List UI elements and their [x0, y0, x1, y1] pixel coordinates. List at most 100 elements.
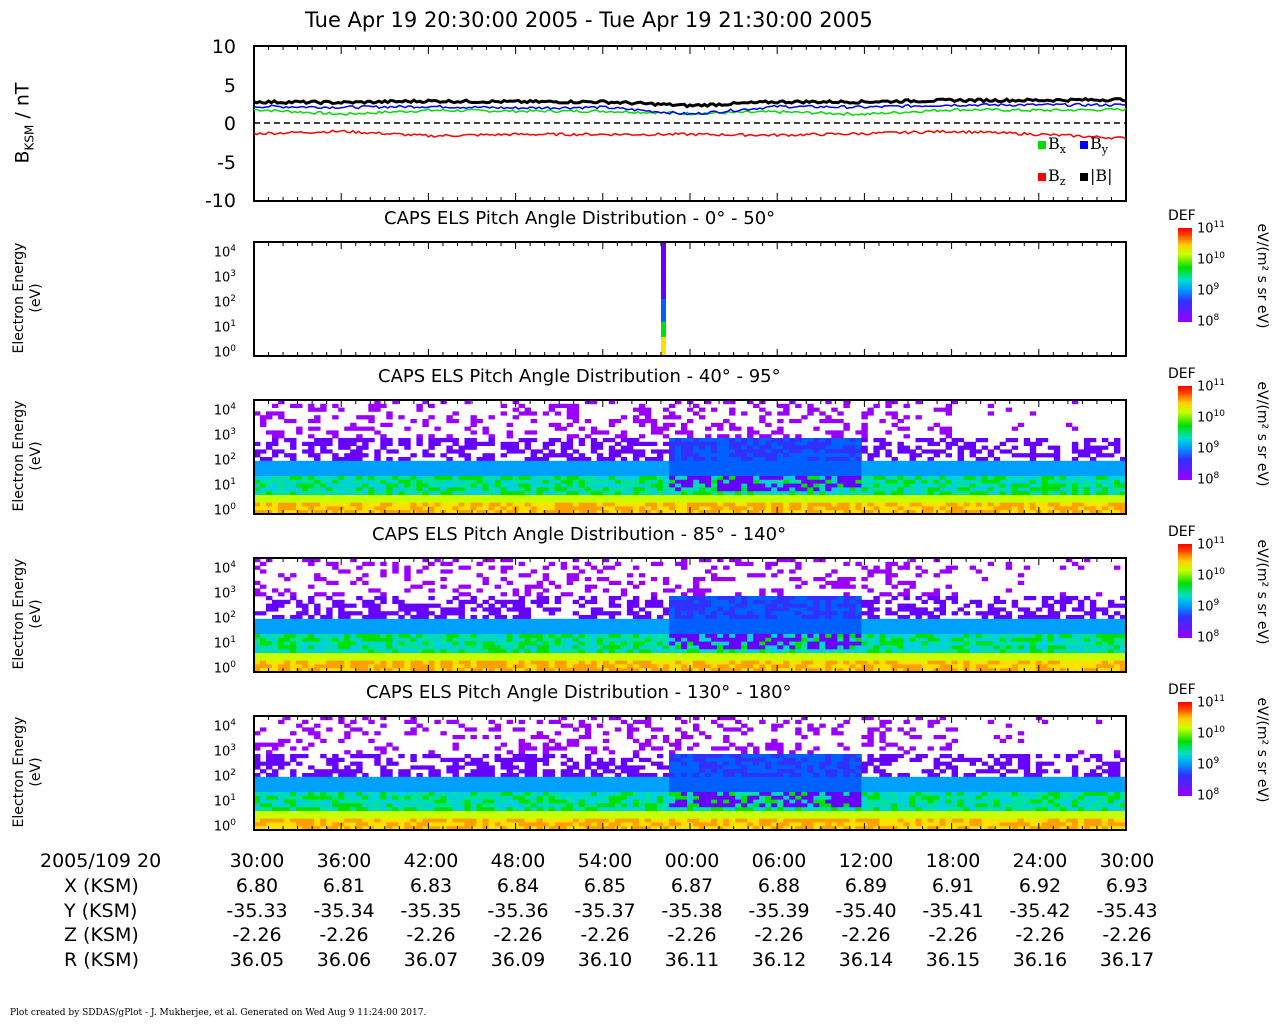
- energy-tick-label: 100: [213, 660, 236, 677]
- spectrogram-cell: [771, 438, 778, 443]
- spectrogram-cell: [446, 502, 453, 507]
- spectrogram-cell: [440, 453, 447, 458]
- spectrogram-cell: [795, 506, 802, 511]
- spectrogram-cell: [1101, 487, 1109, 492]
- spectrogram-cell: [458, 607, 465, 612]
- spectrogram-cell: [705, 599, 712, 604]
- spectrogram-cell: [548, 498, 556, 503]
- spectrogram-cell: [699, 457, 706, 462]
- spectrogram-cell: [711, 645, 718, 650]
- spectrogram-cell: [644, 653, 652, 658]
- spectrogram-cell: [398, 660, 405, 665]
- spectrogram-cell: [831, 491, 838, 496]
- spectrogram-cell: [614, 495, 622, 500]
- spectrogram-cell: [620, 460, 628, 465]
- spectrogram-cell: [921, 491, 928, 496]
- spectrogram-cell: [386, 460, 393, 465]
- spectrogram-cell: [626, 622, 634, 627]
- spectrogram-cell: [909, 457, 916, 462]
- spectrogram-cell: [266, 460, 273, 465]
- spectrogram-cell: [320, 615, 327, 620]
- spectrogram-cell: [308, 668, 315, 673]
- spectrogram-cell: [693, 479, 700, 484]
- spectrogram-cell: [1120, 472, 1127, 477]
- spectrogram-cell: [753, 599, 760, 604]
- spectrogram-cell: [608, 510, 616, 515]
- spectrogram-cell: [584, 599, 592, 604]
- spectrogram-cell: [536, 457, 543, 462]
- spectrogram-cell: [518, 487, 525, 492]
- spectrogram-cell: [675, 596, 682, 601]
- spectrogram-cell: [422, 460, 429, 465]
- spectrogram-cell: [1005, 495, 1013, 500]
- spectrogram-cell: [608, 660, 616, 665]
- spectrogram-cell: [638, 411, 646, 416]
- spectrogram-cell: [885, 502, 892, 507]
- spectrogram-cell: [416, 495, 423, 500]
- spectrogram-cell: [332, 403, 339, 408]
- spectrogram-cell: [260, 611, 267, 616]
- spectrogram-cell: [422, 607, 429, 612]
- spectrogram-cell: [969, 506, 976, 511]
- spectrogram-cell: [308, 596, 315, 601]
- spectrogram-cell: [350, 580, 357, 585]
- spectrogram-cell: [915, 468, 922, 473]
- spectrogram-cell: [272, 603, 279, 608]
- spectrogram-cell: [693, 457, 700, 462]
- spectrogram-cell: [909, 479, 916, 484]
- spectrogram-cell: [620, 472, 628, 477]
- spectrogram-cell: [813, 426, 820, 431]
- spectrogram-cell: [254, 580, 261, 585]
- spectrogram-cell: [789, 468, 796, 473]
- spectrogram-cell: [356, 596, 363, 601]
- spectrogram-cell: [650, 577, 658, 582]
- spectrogram-cell: [440, 498, 447, 503]
- spectrogram-cell: [386, 656, 393, 661]
- spectrogram-cell: [669, 630, 676, 635]
- spectrogram-cell: [849, 438, 856, 443]
- spectrogram-cell: [987, 403, 995, 408]
- spectrogram-cell: [392, 641, 399, 646]
- spectrogram-cell: [500, 403, 507, 408]
- spectrogram-cell: [578, 457, 586, 462]
- spectrogram-cell: [1041, 472, 1049, 477]
- spectrogram-cell: [572, 660, 580, 665]
- spectrogram-cell: [933, 495, 940, 500]
- spectrogram-cell: [440, 668, 447, 673]
- spectrogram-cell: [753, 487, 760, 492]
- spectrogram-cell: [777, 502, 784, 507]
- spectrogram-cell: [909, 468, 916, 473]
- spectrogram-cell: [512, 603, 519, 608]
- spectrogram-cell: [380, 622, 387, 627]
- spectrogram-cell: [741, 495, 748, 500]
- spectrogram-cell: [578, 453, 586, 458]
- spectrogram-cell: [1029, 411, 1037, 416]
- spectrogram-cell: [831, 498, 838, 503]
- spectrogram-cell: [320, 498, 327, 503]
- spectrogram-cell: [332, 649, 339, 654]
- spectrogram-cell: [542, 637, 550, 642]
- spectrogram-cell: [717, 577, 724, 582]
- spectrogram-cell: [711, 626, 718, 631]
- spectrogram-cell: [482, 430, 489, 435]
- spectrogram-cell: [963, 464, 970, 469]
- spectrogram-cell: [482, 580, 489, 585]
- spectrogram-cell: [284, 483, 291, 488]
- spectrogram-cell: [404, 641, 411, 646]
- spectrogram-cell: [801, 449, 808, 454]
- spectrogram-cell: [338, 460, 345, 465]
- spectrogram-cell: [1017, 483, 1025, 488]
- spectrogram-cell: [626, 449, 634, 454]
- spectrogram-cell: [344, 479, 351, 484]
- spectrogram-cell: [747, 615, 754, 620]
- spectrogram-cell: [638, 498, 646, 503]
- spectrogram-cell: [699, 637, 706, 642]
- spectrogram-cell: [747, 573, 754, 578]
- spectrogram-cell: [765, 464, 772, 469]
- spectrogram-cell: [254, 491, 261, 496]
- spectrogram-cell: [386, 468, 393, 473]
- spectrogram-cell: [254, 618, 261, 623]
- spectrogram-cell: [560, 498, 568, 503]
- spectrogram-cell: [1065, 479, 1073, 484]
- spectrogram-cell: [416, 660, 423, 665]
